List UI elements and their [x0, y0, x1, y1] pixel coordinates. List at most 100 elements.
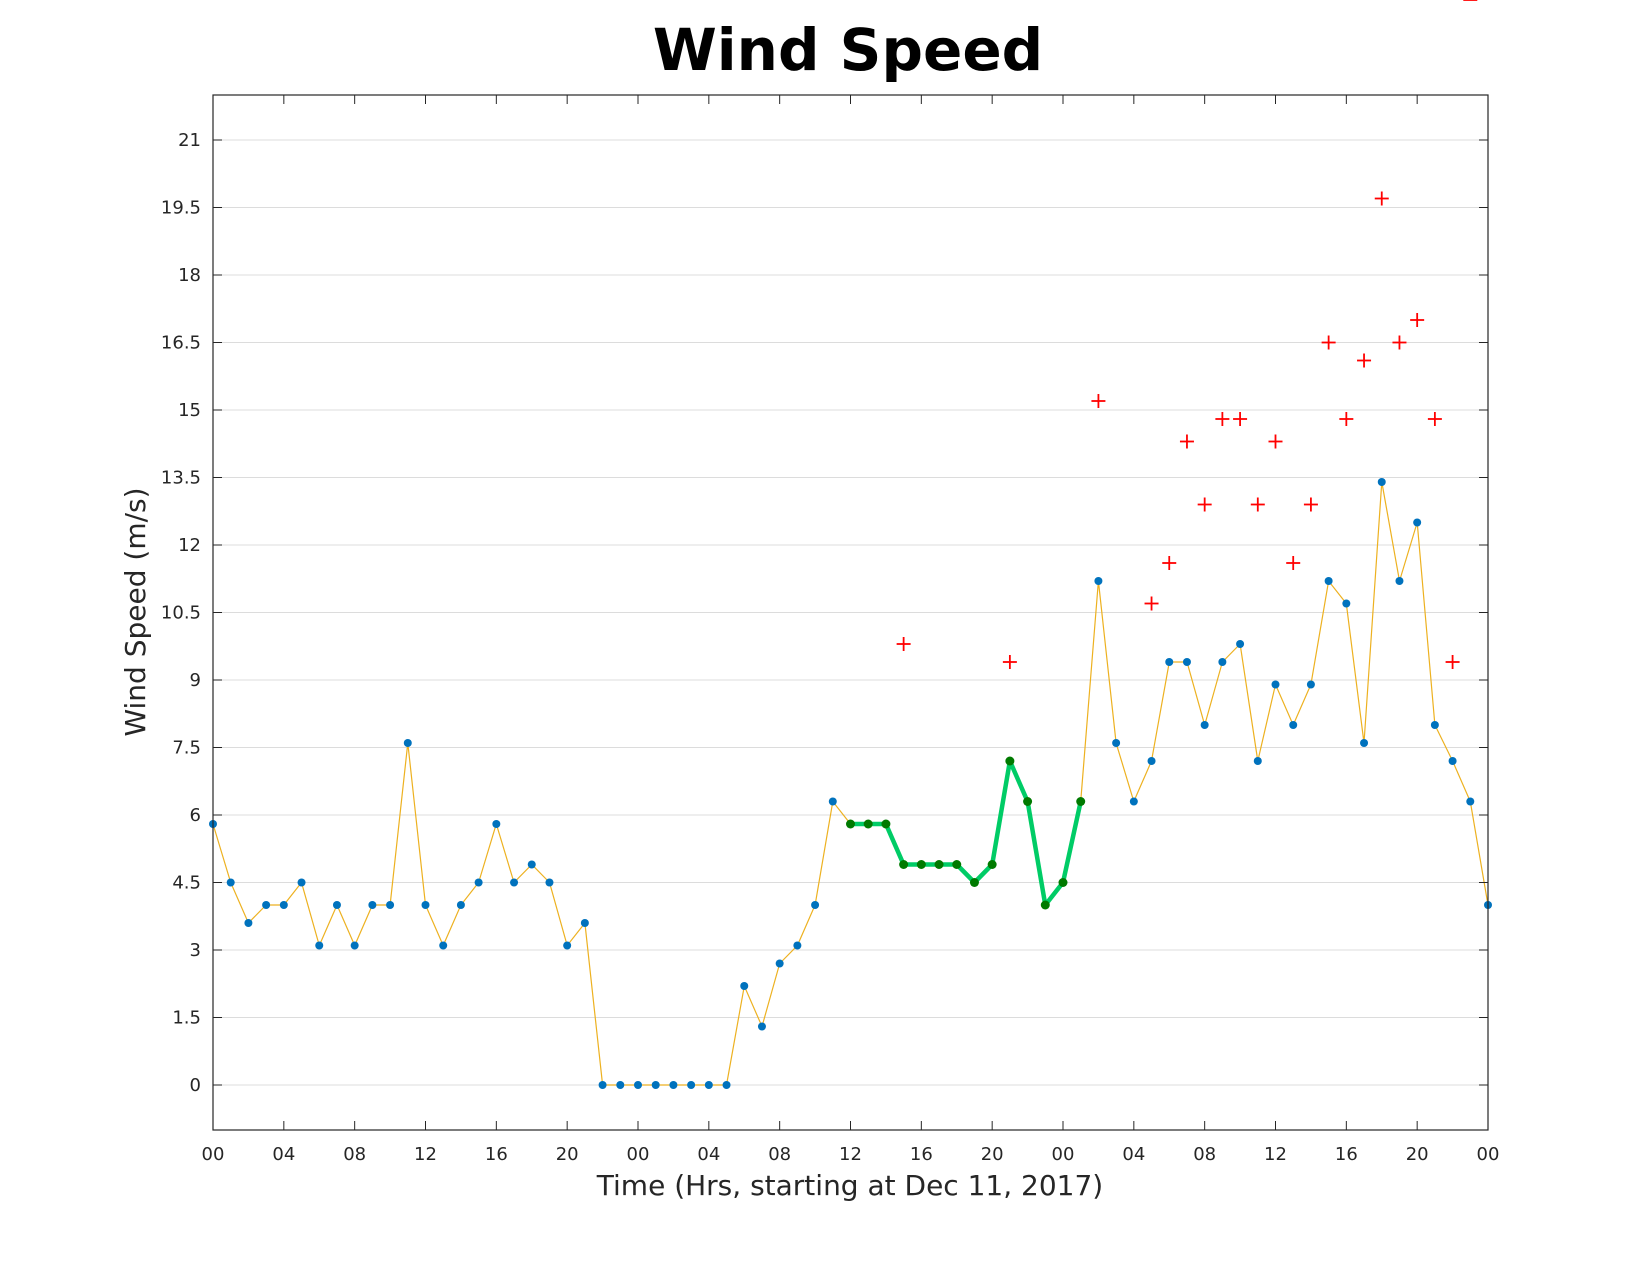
y-tick-label: 21 [178, 130, 201, 151]
data-point [1324, 577, 1333, 585]
gust-marker [1091, 394, 1106, 408]
x-tick-label: 12 [414, 1144, 437, 1165]
gust-marker [1162, 556, 1177, 570]
gust-marker [1197, 497, 1212, 512]
data-point [545, 878, 554, 887]
data-point [1289, 721, 1298, 729]
data-point [439, 941, 448, 950]
x-tick-label: 04 [272, 1144, 295, 1165]
data-point [722, 1081, 731, 1089]
highlight-point [1040, 900, 1050, 910]
gust-marker [1144, 596, 1159, 611]
data-point [1430, 721, 1439, 729]
data-point [1377, 478, 1386, 486]
data-point [332, 901, 341, 909]
gust-marker [1286, 556, 1301, 570]
data-point [740, 982, 749, 990]
gust-marker [1233, 412, 1248, 426]
gust-marker [1427, 412, 1442, 426]
gust-marker [1215, 412, 1230, 426]
x-tick-label: 08 [768, 1144, 791, 1165]
data-point [580, 919, 589, 927]
data-point [1342, 599, 1351, 608]
highlight-point [863, 819, 873, 829]
data-point [1253, 757, 1262, 765]
axis-ticks: 0 1.5 3 4.5 6 7.5 9 10.5 12 13.5 15 16.5 18 19.5 21 00 0… [161, 95, 1500, 1165]
data-point [687, 1081, 696, 1089]
data-point [1271, 680, 1280, 689]
data-point [1165, 658, 1174, 666]
x-axis-label: Time (Hrs, starting at Dec 11, 2017) [596, 1169, 1103, 1202]
y-tick-label: 0 [190, 1075, 201, 1096]
gust-marker [1357, 353, 1372, 368]
highlight-point [899, 860, 909, 869]
x-tick-label: 08 [1193, 1144, 1216, 1165]
highlight-point [1005, 756, 1015, 766]
highlight-point [881, 819, 891, 829]
highlight-point [952, 860, 962, 869]
x-tick-label: 00 [1052, 1144, 1075, 1165]
x-tick-label: 16 [485, 1144, 508, 1165]
data-point [775, 959, 784, 968]
data-point [279, 901, 288, 909]
x-tick-label: 00 [1477, 1144, 1500, 1165]
highlight-point [969, 878, 979, 887]
data-point [598, 1081, 607, 1089]
data-point [456, 901, 465, 909]
data-point [262, 901, 271, 909]
gust-marker [1410, 313, 1425, 327]
x-tick-label: 20 [1406, 1144, 1429, 1165]
grid [213, 139, 1488, 1086]
gust-marker [1002, 655, 1017, 669]
x-tick-label: 12 [839, 1144, 862, 1165]
y-tick-label: 6 [190, 805, 201, 826]
data-point [793, 941, 802, 950]
data-point [1413, 518, 1422, 527]
gust-marker [1268, 434, 1283, 449]
data-point [386, 901, 395, 909]
chart-title: Wind Speed [653, 16, 1043, 84]
y-tick-label: 4.5 [172, 873, 201, 894]
data-point [563, 941, 572, 950]
data-point [1236, 640, 1245, 648]
y-tick-label: 12 [178, 535, 201, 556]
series-line [212, 481, 1489, 1086]
data-point [226, 878, 235, 887]
highlight-point [1023, 797, 1033, 806]
data-point [1182, 658, 1191, 666]
data-point [757, 1022, 766, 1031]
highlight-point [1076, 797, 1086, 806]
data-point [811, 901, 820, 909]
y-tick-label: 19.5 [161, 198, 201, 219]
x-tick-label: 20 [556, 1144, 579, 1165]
data-point [1395, 577, 1404, 585]
x-tick-label: 04 [1122, 1144, 1145, 1165]
data-point [1218, 658, 1227, 666]
highlight-point [846, 819, 855, 829]
data-point [651, 1081, 660, 1089]
data-point [1129, 797, 1138, 806]
data-point [403, 739, 412, 747]
data-point [669, 1081, 678, 1089]
data-point [1094, 577, 1103, 585]
data-point [527, 860, 536, 869]
gust-marker [1445, 655, 1460, 669]
gust-marker [1179, 434, 1194, 449]
x-tick-label: 16 [1335, 1144, 1358, 1165]
data-point [510, 878, 519, 887]
x-tick-label: 08 [343, 1144, 366, 1165]
data-point [244, 919, 253, 927]
y-tick-label: 18 [178, 265, 201, 286]
highlight-series [846, 756, 1086, 910]
data-point [474, 878, 483, 887]
data-point [704, 1081, 713, 1089]
gust-marker [1374, 191, 1389, 206]
gust-marker [1321, 335, 1336, 350]
data-point [297, 878, 306, 887]
y-tick-label: 1.5 [172, 1008, 201, 1029]
highlight-point [987, 860, 997, 869]
y-tick-label: 15 [178, 400, 201, 421]
x-tick-label: 20 [981, 1144, 1004, 1165]
data-point [492, 820, 501, 828]
